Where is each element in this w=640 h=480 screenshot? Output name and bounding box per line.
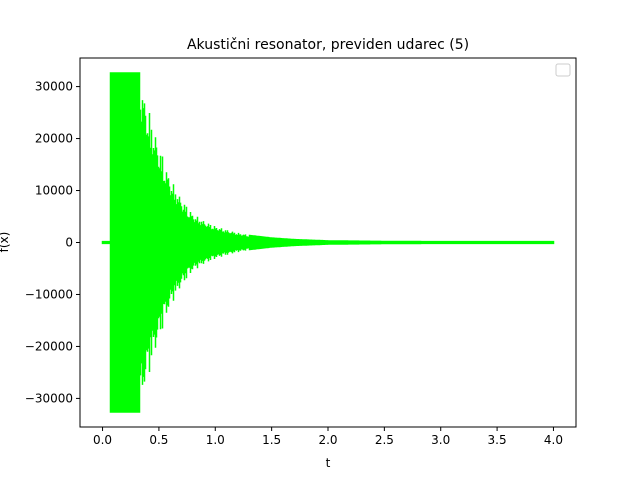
y-tick-label: 10000 — [35, 184, 73, 198]
legend-box[interactable] — [555, 63, 571, 77]
x-tick-label: 0.0 — [93, 433, 112, 447]
x-tick-label: 4.0 — [544, 433, 563, 447]
y-tick-label: 20000 — [35, 132, 73, 146]
x-tick-label: 3.5 — [488, 433, 507, 447]
y-tick-label: 0 — [65, 236, 73, 250]
x-tick-label: 1.0 — [206, 433, 225, 447]
y-tick-label: 30000 — [35, 80, 73, 94]
x-tick-label: 3.0 — [431, 433, 450, 447]
x-axis-label: t — [326, 456, 331, 470]
y-tick-label: −30000 — [25, 391, 73, 405]
y-axis-label: f(x) — [0, 232, 11, 253]
chart-title: Akustični resonator, previden udarec (5) — [187, 37, 469, 53]
y-tick-label: −10000 — [25, 287, 73, 301]
signal-series-line — [101, 72, 555, 413]
plot-area — [101, 72, 555, 413]
y-tick-label: −20000 — [25, 339, 73, 353]
x-tick-label: 2.5 — [375, 433, 394, 447]
x-tick-label: 1.5 — [262, 433, 281, 447]
x-tick-label: 2.0 — [318, 433, 337, 447]
x-tick-label: 0.5 — [149, 433, 168, 447]
axes: 0.0 0.5 1.0 1.5 2.0 2.5 3.0 3.5 4.0 −30000 −20000 −… — [25, 57, 577, 447]
